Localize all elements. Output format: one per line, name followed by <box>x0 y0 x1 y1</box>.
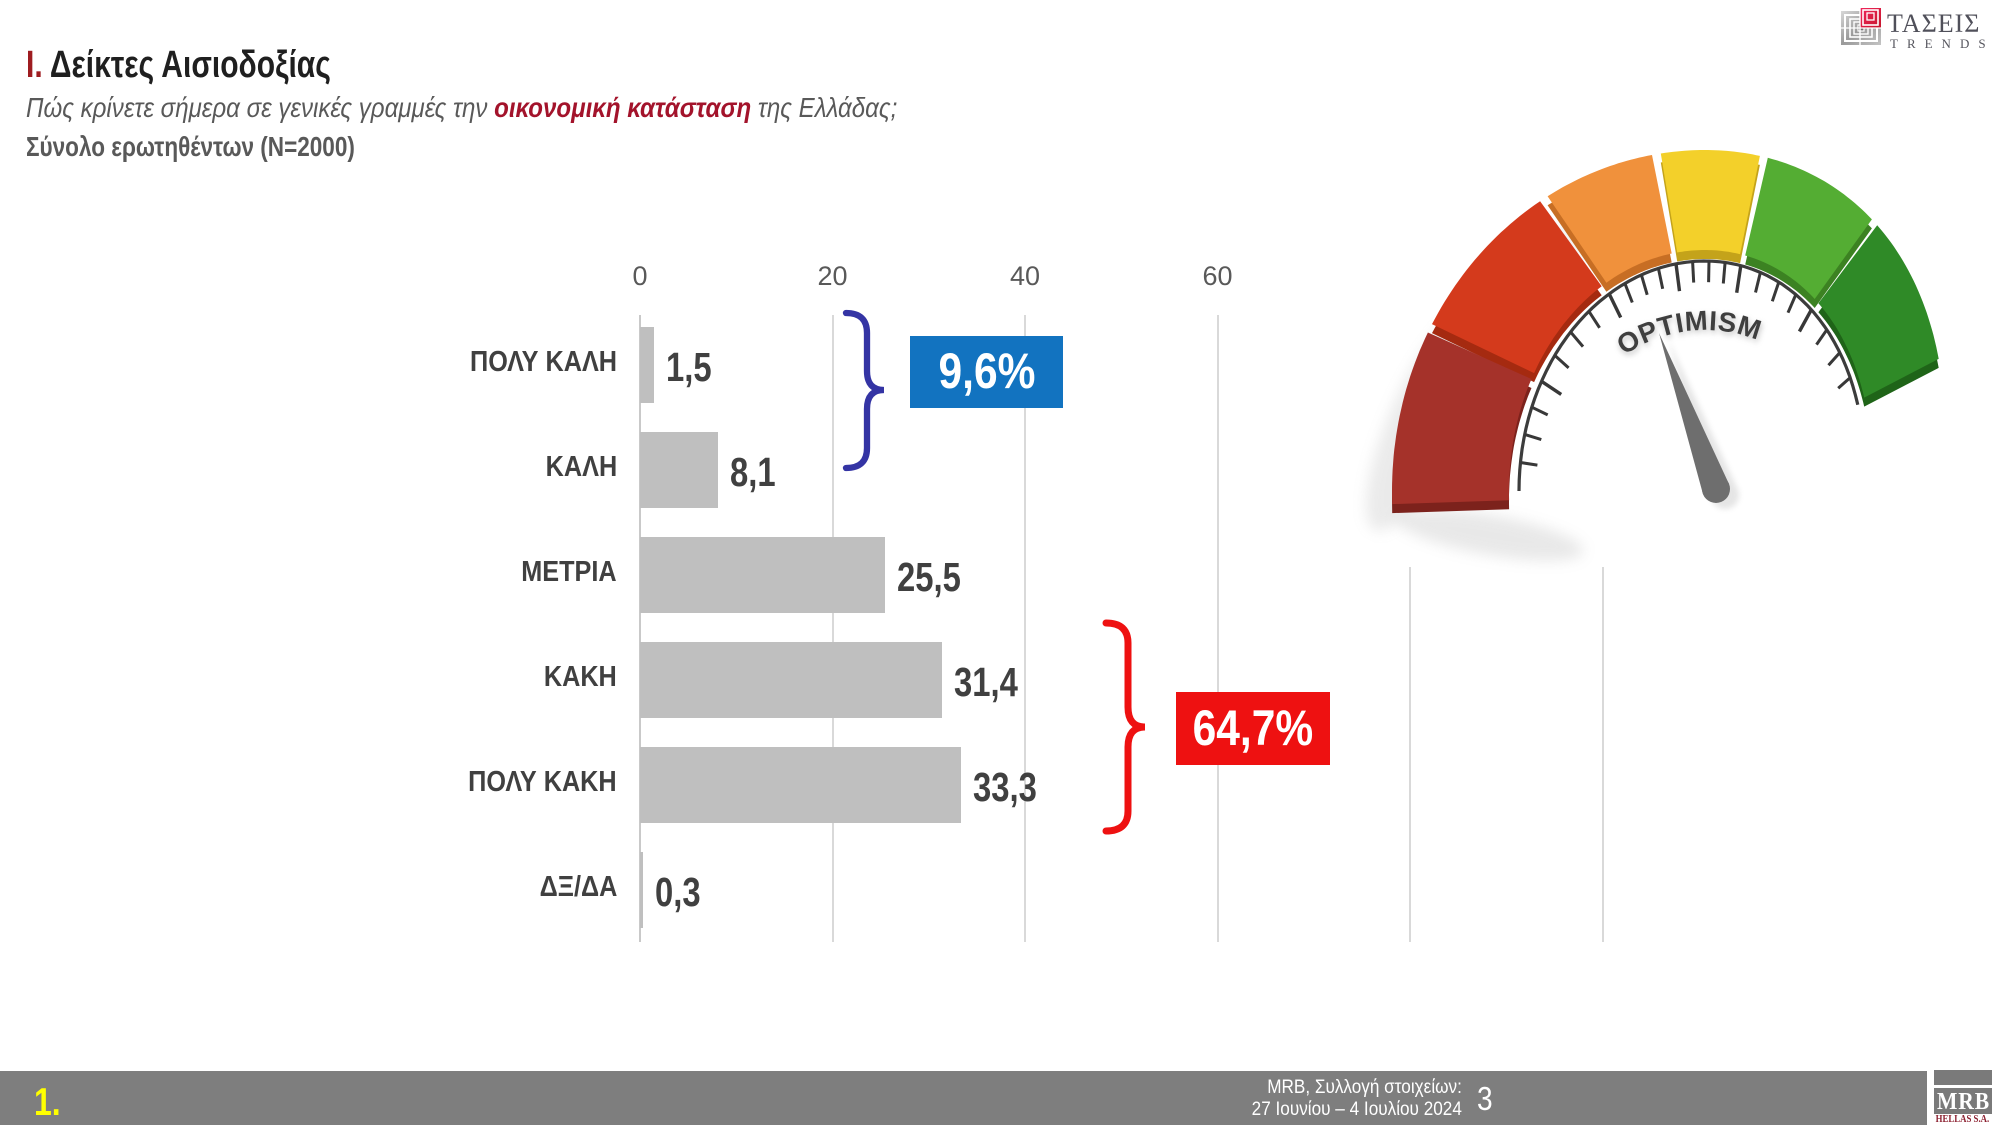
svg-text:ΤΑΣΕΙΣ: ΤΑΣΕΙΣ <box>1887 9 1980 38</box>
svg-text:TRENDS: TRENDS <box>1890 36 1995 51</box>
